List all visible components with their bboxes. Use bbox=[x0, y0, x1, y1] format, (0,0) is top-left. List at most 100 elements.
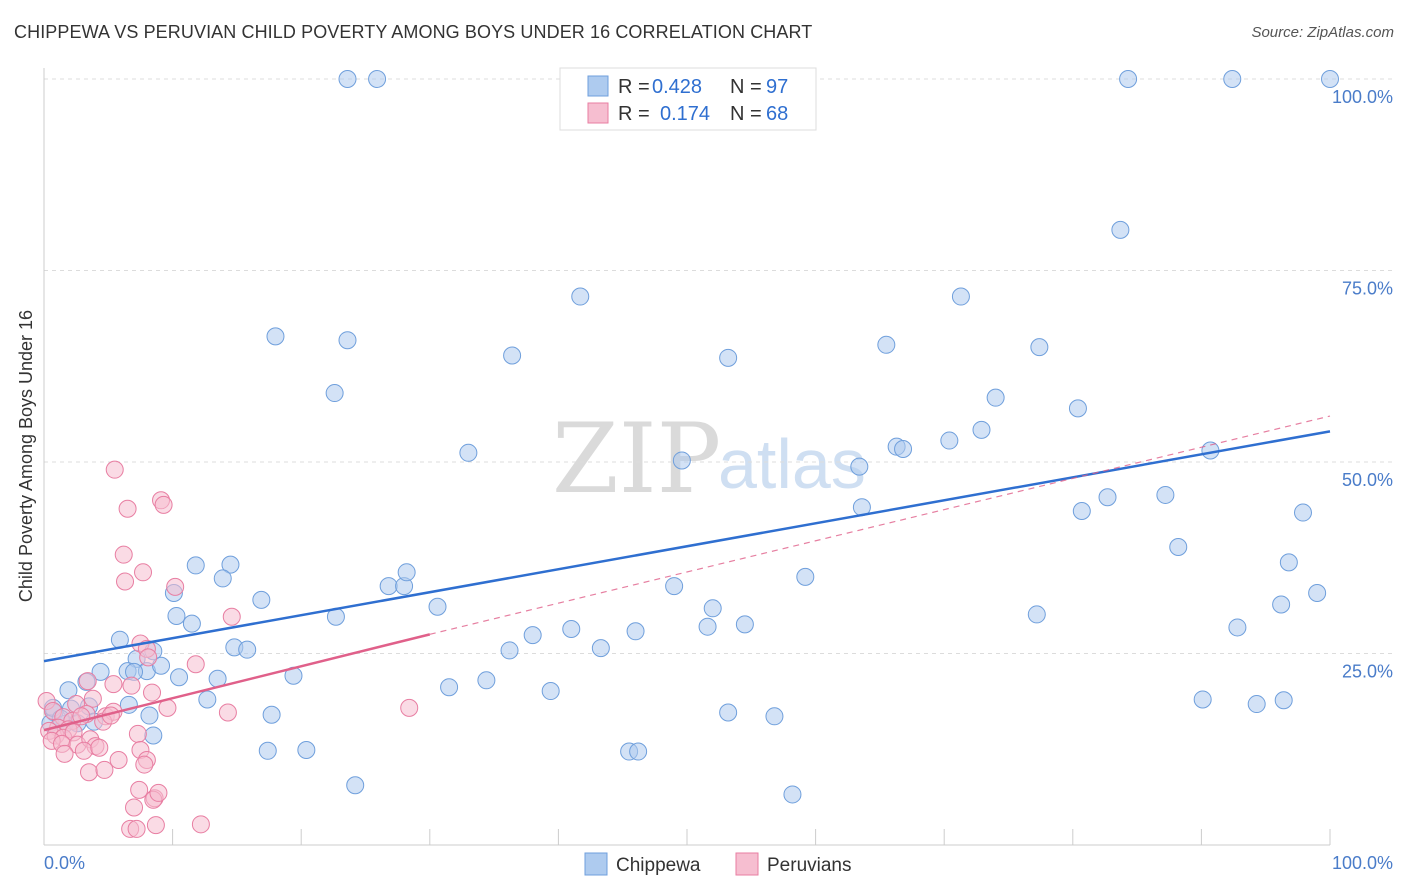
chippewa-point bbox=[500, 641, 519, 660]
chippewa-point bbox=[1308, 583, 1327, 602]
chippewa-point bbox=[368, 70, 387, 88]
chippewa-point bbox=[986, 388, 1005, 407]
chippewa-point bbox=[894, 439, 913, 458]
chippewa-point bbox=[783, 785, 802, 804]
y-tick-label-100: 100.0% bbox=[1332, 87, 1393, 107]
chippewa-point bbox=[258, 741, 277, 760]
chippewa-point bbox=[523, 626, 542, 645]
chippewa-point bbox=[238, 640, 257, 659]
chippewa-point bbox=[665, 577, 684, 596]
grid-layer bbox=[43, 78, 1393, 845]
peruvians-point bbox=[95, 760, 114, 779]
bottom-legend-swatch-peruvians bbox=[735, 852, 759, 876]
peruvians-point bbox=[218, 703, 237, 722]
chippewa-point bbox=[672, 451, 691, 470]
chippewa-point bbox=[1027, 605, 1046, 624]
peruvians-point bbox=[80, 763, 99, 782]
y-tick-label-50: 50.0% bbox=[1342, 470, 1393, 490]
peruvians-point bbox=[118, 499, 137, 518]
chippewa-point bbox=[346, 776, 365, 795]
peruvians-point bbox=[128, 724, 147, 743]
chippewa-point bbox=[1068, 399, 1087, 418]
chippewa-point bbox=[1274, 691, 1293, 710]
chippewa-point bbox=[1228, 618, 1247, 637]
chippewa-point bbox=[140, 706, 159, 725]
chippewa-point bbox=[221, 555, 240, 574]
series-layer bbox=[37, 70, 1339, 838]
chippewa-point bbox=[1193, 690, 1212, 709]
legend-r-value-1: 0.428 bbox=[652, 76, 702, 98]
peruvians-point bbox=[105, 460, 124, 479]
legend-r-value-2: 0.174 bbox=[660, 103, 710, 125]
chippewa-point bbox=[397, 563, 416, 582]
peruvians-point bbox=[166, 577, 185, 596]
peruvians-point bbox=[135, 755, 154, 774]
legend-r-label-2: R = bbox=[618, 103, 650, 125]
peruvians-point bbox=[191, 815, 210, 834]
chippewa-point bbox=[698, 617, 717, 636]
chippewa-point bbox=[338, 70, 357, 88]
bottom-legend: Chippewa Peruvians bbox=[584, 852, 852, 876]
chippewa-point bbox=[735, 615, 754, 634]
peruvians-point bbox=[109, 750, 128, 769]
peruvians-point bbox=[146, 816, 165, 835]
x-tick-label-max: 100.0% bbox=[1332, 853, 1393, 873]
chippewa-point bbox=[503, 346, 522, 365]
watermark-zip: ZIP bbox=[552, 403, 721, 515]
peruvians-point bbox=[83, 689, 102, 708]
peruvians-point bbox=[122, 676, 141, 695]
chippewa-point bbox=[850, 457, 869, 476]
bottom-legend-label-chippewa: Chippewa bbox=[616, 855, 701, 876]
chippewa-point bbox=[972, 420, 991, 439]
chippewa-point bbox=[182, 614, 201, 633]
legend-n-label-1: N = bbox=[730, 76, 762, 98]
chippewa-point bbox=[703, 599, 722, 618]
chippewa-point bbox=[262, 705, 281, 724]
chippewa-point bbox=[571, 287, 590, 306]
x-tick-label-min: 0.0% bbox=[44, 853, 85, 873]
peruvians-point bbox=[74, 741, 93, 760]
peruvians-point bbox=[134, 563, 153, 582]
legend-n-value-1: 97 bbox=[766, 76, 788, 98]
chippewa-point bbox=[1247, 695, 1266, 714]
chippewa-point bbox=[266, 327, 285, 346]
chippewa-point bbox=[562, 619, 581, 638]
peruvians-point bbox=[90, 738, 109, 757]
chippewa-point bbox=[940, 431, 959, 450]
chippewa-point bbox=[440, 678, 459, 697]
chippewa-point bbox=[719, 703, 738, 722]
peruvians-point bbox=[139, 648, 158, 667]
chippewa-point bbox=[198, 690, 217, 709]
bottom-legend-label-peruvians: Peruvians bbox=[767, 855, 852, 876]
peruvians-point bbox=[154, 495, 173, 514]
legend-swatch-peruvians bbox=[587, 102, 609, 124]
chippewa-point bbox=[428, 597, 447, 616]
peruvians-point bbox=[55, 744, 74, 763]
bottom-legend-swatch-chippewa bbox=[584, 852, 608, 876]
chippewa-point bbox=[144, 726, 163, 745]
chippewa-point bbox=[379, 577, 398, 596]
chart-source: Source: ZipAtlas.com bbox=[1251, 24, 1394, 41]
y-tick-labels: 25.0% 50.0% 75.0% 100.0% bbox=[1332, 87, 1393, 682]
chippewa-point bbox=[1030, 338, 1049, 357]
chippewa-point bbox=[629, 742, 648, 761]
peruvians-point bbox=[127, 819, 146, 838]
chippewa-point bbox=[297, 741, 316, 760]
chippewa-point bbox=[1072, 502, 1091, 521]
peruvians-point bbox=[222, 607, 241, 626]
chippewa-point bbox=[591, 639, 610, 658]
peruvians-trend-extension bbox=[429, 415, 1331, 635]
peruvians-point bbox=[186, 655, 205, 674]
y-tick-label-25: 25.0% bbox=[1342, 662, 1393, 682]
chippewa-point bbox=[170, 668, 189, 687]
chippewa-point bbox=[1169, 538, 1188, 557]
chippewa-point bbox=[1111, 220, 1130, 239]
chippewa-point bbox=[1098, 488, 1117, 507]
peruvians-point bbox=[116, 572, 135, 591]
chippewa-point bbox=[186, 556, 205, 575]
chippewa-point bbox=[1321, 70, 1339, 88]
chippewa-point bbox=[765, 707, 784, 726]
chippewa-point bbox=[1223, 70, 1242, 88]
peruvians-point bbox=[400, 698, 419, 717]
